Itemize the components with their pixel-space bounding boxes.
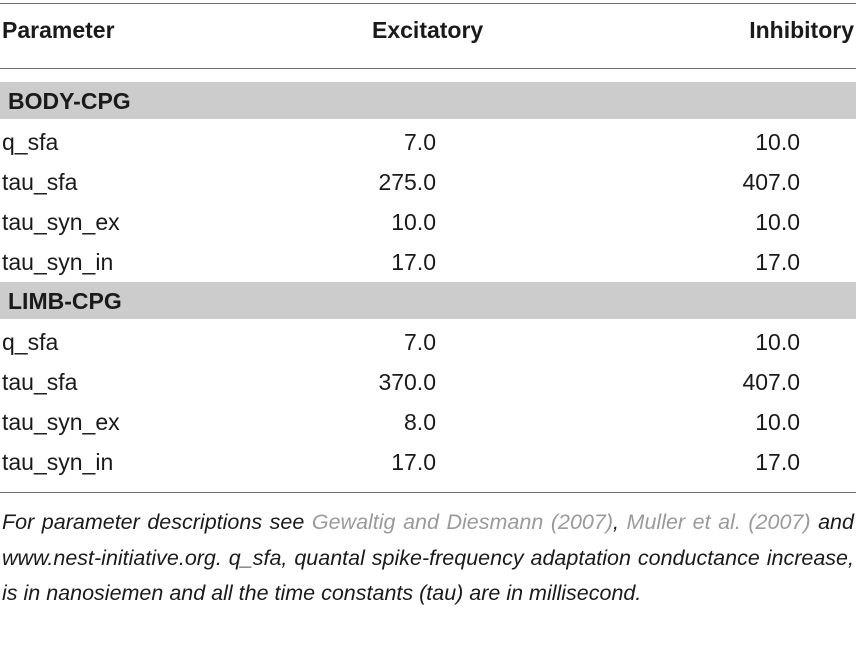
table-row: tau_sfa 275.0 407.0 [0,161,856,201]
param-name: tau_syn_ex [2,409,120,435]
param-name: tau_syn_in [2,249,114,275]
excitatory-value: 17.0 [391,249,436,275]
inhibitory-value: 10.0 [755,129,800,155]
table-row: tau_syn_in 17.0 17.0 [0,441,856,481]
footnote-text: For parameter descriptions see [2,510,312,534]
section-band-body-cpg: BODY-CPG [0,82,856,119]
table-bottom-rule [0,492,856,493]
table-row: tau_sfa 370.0 407.0 [0,361,856,401]
inhibitory-value: 17.0 [755,249,800,275]
excitatory-value: 17.0 [391,449,436,475]
inhibitory-value: 17.0 [755,449,800,475]
header-excitatory: Excitatory [372,17,484,43]
excitatory-value: 10.0 [391,209,436,235]
inhibitory-value: 407.0 [742,169,800,195]
table-header-row: Parameter Excitatory Inhibitory [0,13,856,53]
param-name: tau_sfa [2,169,78,195]
param-name: tau_syn_in [2,449,114,475]
inhibitory-value: 10.0 [755,329,800,355]
param-name: tau_syn_ex [2,209,120,235]
table-footnote: For parameter descriptions see Gewaltig … [2,505,854,612]
table-row: tau_syn_ex 10.0 10.0 [0,201,856,241]
citation-link-gewaltig[interactable]: Gewaltig and Diesmann (2007) [311,510,613,534]
param-name: q_sfa [2,329,59,355]
citation-link-muller[interactable]: Muller et al. (2007) [626,510,811,534]
inhibitory-value: 10.0 [755,209,800,235]
excitatory-value: 370.0 [378,369,436,395]
header-parameter: Parameter [2,17,115,43]
inhibitory-value: 407.0 [742,369,800,395]
header-inhibitory: Inhibitory [749,17,854,43]
table-row: q_sfa 7.0 10.0 [0,121,856,161]
table-top-rule [0,3,856,4]
footnote-text: and www.nest-initiative.org. q_sfa, quan… [2,510,854,605]
param-name: q_sfa [2,129,59,155]
section-band-limb-cpg: LIMB-CPG [0,282,856,319]
section-title: LIMB-CPG [8,288,122,314]
excitatory-value: 7.0 [404,329,436,355]
table-header-rule [0,68,856,69]
excitatory-value: 8.0 [404,409,436,435]
table-row: q_sfa 7.0 10.0 [0,321,856,361]
excitatory-value: 7.0 [404,129,436,155]
footnote-text: , [613,510,627,534]
section-title: BODY-CPG [8,88,131,114]
table-row: tau_syn_ex 8.0 10.0 [0,401,856,441]
param-name: tau_sfa [2,369,78,395]
excitatory-value: 275.0 [378,169,436,195]
inhibitory-value: 10.0 [755,409,800,435]
table-row: tau_syn_in 17.0 17.0 [0,241,856,281]
